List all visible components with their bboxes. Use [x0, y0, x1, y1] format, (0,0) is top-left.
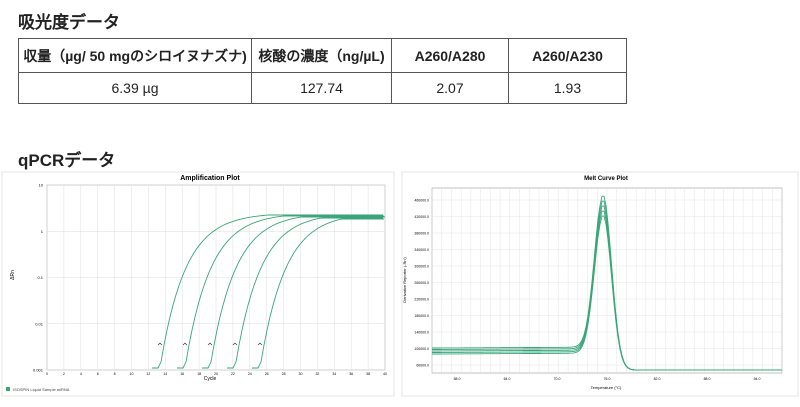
x-tick-label: 14: [163, 372, 167, 376]
legend-swatch: [6, 387, 10, 391]
header-cell: 核酸の濃度（ng/µL): [251, 38, 392, 73]
x-tick-label: 16: [180, 372, 184, 376]
y-tick-label: 180000.0: [414, 314, 429, 318]
x-tick-label: 64.0: [504, 377, 511, 381]
plot-frame: [1, 171, 395, 397]
x-tick-label: 22: [231, 372, 235, 376]
y-tick-label: 0.1: [37, 275, 43, 280]
y-tick-label: 140000.0: [414, 331, 429, 335]
x-tick-label: 12: [146, 372, 150, 376]
x-tick-label: 0: [46, 372, 48, 376]
plot-title: Amplification Plot: [180, 175, 240, 182]
cell: 6.39 µg: [18, 72, 252, 104]
x-tick-label: 6: [97, 372, 99, 376]
y-tick-label: 420000.0: [414, 215, 429, 219]
section-title: 吸光度データ: [18, 13, 120, 32]
threshold-marker: [232, 342, 238, 346]
x-tick-label: 70.0: [554, 377, 561, 381]
x-tick-label: 4: [80, 372, 82, 376]
cell: 127.74: [251, 72, 392, 104]
x-tick-label: 18: [197, 372, 201, 376]
x-tick-label: 40: [383, 372, 387, 376]
x-tick-label: 34: [332, 372, 336, 376]
amplification-curve: [202, 216, 385, 369]
y-tick-label: 260000.0: [414, 281, 429, 285]
x-tick-label: 2: [63, 372, 65, 376]
threshold-marker: [257, 342, 263, 346]
amplification-curve: [227, 217, 383, 369]
header-cell: 収量（µg/ 50 mgのシロイヌナズナ): [18, 38, 252, 73]
x-axis-label: Cycle: [204, 376, 217, 382]
melt-curve: [432, 215, 782, 371]
x-tick-label: 76.0: [604, 377, 611, 381]
x-tick-label: 58.0: [454, 377, 461, 381]
y-axis-label: ΔRn: [10, 270, 16, 280]
y-tick-label: 340000.0: [414, 248, 429, 252]
x-tick-label: 38: [366, 372, 370, 376]
amplification-curve: [252, 218, 384, 369]
x-tick-label: 10: [130, 372, 134, 376]
x-tick-label: 88.0: [704, 377, 711, 381]
y-tick-label: 0.01: [35, 321, 44, 326]
amplification-curve: [177, 215, 384, 369]
y-tick-label: 220000.0: [414, 298, 429, 302]
x-tick-label: 94.0: [754, 377, 761, 381]
y-tick-label: 300000.0: [414, 265, 429, 269]
plot-title: Melt Curve Plot: [584, 176, 628, 182]
cell: 2.07: [391, 72, 509, 104]
x-tick-label: 32: [315, 372, 319, 376]
header-cell: A260/A280: [391, 38, 509, 73]
y-axis-label: Derivative Reporter (-Rn'): [402, 257, 407, 303]
x-tick-label: 26: [265, 372, 269, 376]
y-tick-label: 0.001: [33, 368, 44, 373]
threshold-marker: [207, 342, 213, 346]
section-title: qPCRデータ: [18, 151, 116, 170]
y-tick-label: 100000.0: [414, 347, 429, 351]
y-tick-label: 60000.0: [416, 364, 429, 368]
y-tick-label: 1: [41, 229, 44, 234]
x-tick-label: 24: [248, 372, 252, 376]
legend-label: ISOSPIN Liquid Sample miRNA: [13, 387, 70, 392]
header-row: 収量（µg/ 50 mgのシロイヌナズナ) 核酸の濃度（ng/µL) A260/…: [18, 38, 627, 73]
data-row: 6.39 µg 127.74 2.07 1.93: [18, 72, 627, 104]
y-tick-label: 380000.0: [414, 232, 429, 236]
threshold-marker: [182, 342, 188, 346]
threshold-marker: [157, 342, 163, 346]
x-tick-label: 30: [299, 372, 303, 376]
x-tick-label: 82.0: [654, 377, 661, 381]
cell: 1.93: [508, 72, 627, 104]
absorbance-table: 収量（µg/ 50 mgのシロイヌナズナ) 核酸の濃度（ng/µL) A260/…: [18, 38, 627, 104]
x-tick-label: 8: [114, 372, 116, 376]
x-tick-label: 36: [349, 372, 353, 376]
y-tick-label: 10: [39, 183, 44, 188]
header-cell: A260/A230: [508, 38, 627, 73]
x-axis-label: Temperature (°C): [591, 385, 622, 390]
y-tick-label: 460000.0: [414, 199, 429, 203]
amplification-curve: [152, 214, 383, 369]
x-tick-label: 20: [214, 372, 218, 376]
x-tick-label: 28: [282, 372, 286, 376]
